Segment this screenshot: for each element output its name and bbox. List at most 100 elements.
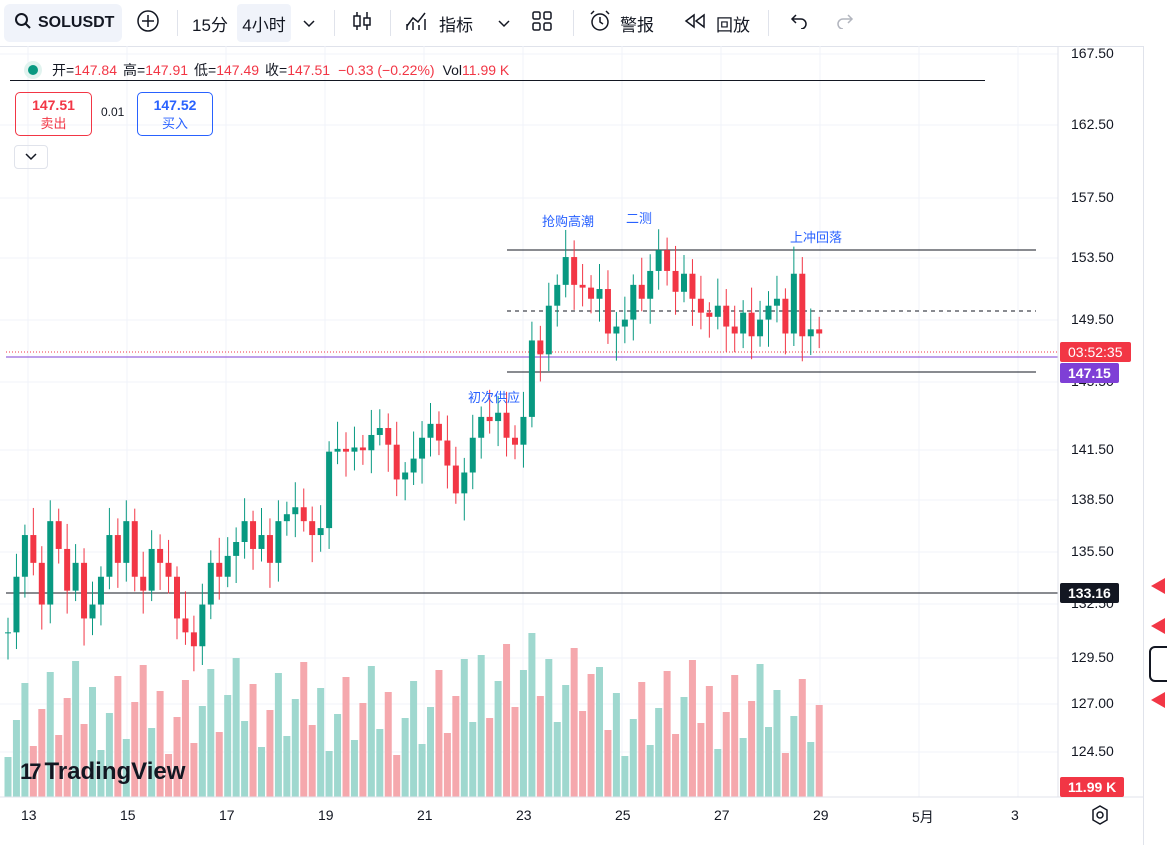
volume-bar — [63, 698, 71, 797]
alert-flag-icon[interactable] — [1151, 578, 1165, 594]
time-tick-label: 21 — [417, 807, 433, 823]
candle-body — [393, 444, 400, 480]
symbol-search-button[interactable]: SOLUSDT — [4, 4, 122, 42]
chart-settings-button[interactable] — [1090, 805, 1110, 830]
time-tick-label: 27 — [714, 807, 730, 823]
candle-body — [81, 562, 88, 619]
sell-label: 卖出 — [40, 115, 67, 131]
volume-bars — [4, 633, 823, 797]
volume-bar — [393, 755, 401, 797]
candle-body — [647, 270, 654, 299]
volume-bar — [232, 658, 240, 797]
volume-bar — [334, 714, 342, 797]
volume-bar — [97, 750, 105, 797]
candle-body — [638, 284, 645, 299]
chart-type-button[interactable] — [348, 4, 376, 42]
candle-body — [402, 472, 409, 480]
high-label: 高= — [123, 62, 146, 78]
volume-bar — [435, 670, 443, 797]
indicators-label: 指标 — [439, 15, 473, 35]
toolbar-divider — [334, 10, 335, 36]
annotation-upthrust[interactable]: 上冲回落 — [790, 230, 843, 245]
annotation-second-test[interactable]: 二测 — [626, 211, 653, 226]
price-tick-label: 167.50 — [1071, 45, 1114, 61]
candle-body — [435, 423, 442, 441]
candle-body — [740, 312, 747, 334]
candle-body — [444, 440, 451, 466]
volume-bar — [790, 716, 798, 797]
volume-bar — [105, 713, 113, 797]
compare-add-button[interactable] — [133, 4, 163, 42]
candle-body — [461, 472, 468, 494]
open-value: 147.84 — [74, 62, 118, 78]
alert-flag-icon[interactable] — [1151, 692, 1165, 708]
volume-bar — [587, 674, 595, 797]
alert-flag-icon[interactable] — [1151, 618, 1165, 634]
buy-button[interactable]: 147.52 买入 — [137, 92, 213, 136]
timeframe-dropdown[interactable] — [298, 4, 320, 42]
volume-bar — [503, 644, 511, 797]
panel-toggle-button[interactable] — [1149, 646, 1167, 682]
volume-bar — [283, 736, 291, 797]
timeframe-4h-button[interactable]: 4小时 — [237, 4, 291, 42]
indicators-button[interactable]: 指标 — [405, 4, 473, 42]
volume-bar — [266, 710, 274, 797]
volume-bar — [258, 747, 265, 797]
volume-bar — [148, 728, 156, 797]
candle-body — [89, 604, 96, 619]
undo-button[interactable] — [786, 4, 810, 42]
volume-bar — [46, 672, 54, 797]
volume-bar — [4, 757, 12, 797]
candle-body — [258, 535, 265, 549]
candle-body — [30, 535, 37, 563]
volume-bar — [198, 706, 206, 797]
candle-body — [790, 273, 797, 334]
logo-text: TradingView — [44, 758, 186, 785]
volume-bar — [638, 682, 646, 797]
volume-bar — [181, 680, 189, 797]
candle-body — [385, 428, 392, 445]
price-tick-label: 157.50 — [1071, 189, 1114, 205]
candle-body — [655, 250, 662, 271]
candle-body — [190, 632, 197, 647]
high-value: 147.91 — [145, 62, 189, 78]
redo-button[interactable] — [834, 4, 858, 42]
timeframe-15m-button[interactable]: 15分 — [192, 15, 228, 35]
candle-body — [13, 576, 20, 633]
tradingview-logo[interactable]: 17 TradingView — [20, 758, 185, 786]
volume-bar — [714, 749, 722, 797]
volume-bar — [570, 648, 578, 797]
candle-body — [157, 548, 164, 563]
chevron-down-icon — [25, 148, 37, 166]
volume-bar — [655, 708, 663, 797]
time-tick-label: 13 — [21, 807, 37, 823]
volume-bar — [325, 751, 333, 797]
volume-bar — [21, 683, 29, 797]
candle-body — [613, 326, 620, 334]
volume-bar — [722, 712, 730, 797]
support-line-tag: 133.16 — [1060, 583, 1119, 603]
candle-body — [283, 514, 290, 522]
annotation-buying-climax[interactable]: 抢购高潮 — [542, 214, 595, 229]
candle-body — [5, 632, 11, 634]
price-chart[interactable] — [0, 46, 1143, 845]
candle-body — [114, 535, 121, 563]
volume-bar — [342, 677, 350, 797]
candle-body — [224, 555, 231, 577]
volume-bar — [748, 701, 756, 797]
volume-bar — [579, 711, 587, 797]
candle-body — [148, 548, 155, 591]
volume-bar — [29, 746, 37, 797]
volume-bar — [114, 676, 122, 797]
sell-button[interactable]: 147.51 卖出 — [15, 92, 92, 136]
volume-bar — [486, 718, 494, 797]
collapse-legend-button[interactable] — [14, 145, 48, 169]
alert-button[interactable]: 警报 — [588, 4, 654, 42]
indicators-dropdown[interactable] — [495, 4, 513, 42]
replay-button[interactable]: 回放 — [684, 4, 750, 42]
volume-bar — [418, 744, 426, 797]
volume-bar — [249, 684, 257, 797]
candle-body — [765, 305, 772, 320]
annotation-preliminary-supply[interactable]: 初次供应 — [468, 390, 521, 405]
layout-button[interactable] — [530, 4, 554, 42]
